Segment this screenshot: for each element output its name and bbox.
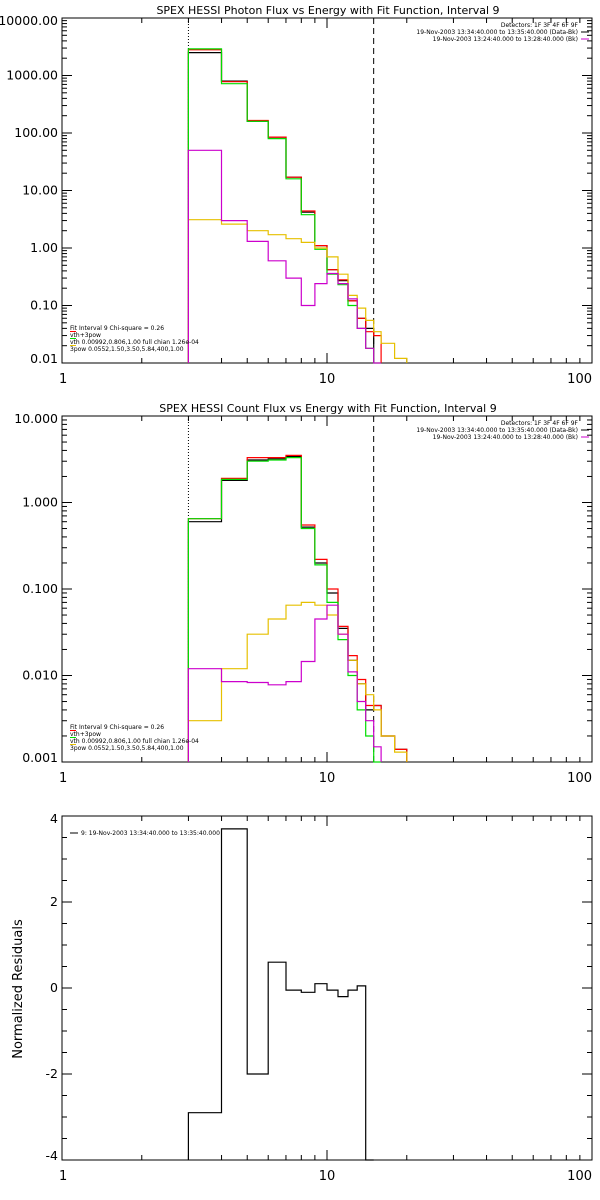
- y-tick-label: -2: [46, 1066, 58, 1081]
- series-4-histogram: [187, 149, 382, 364]
- x-tick-label: 10: [319, 372, 336, 387]
- fit-info-line: 3pow 0.0552,1.50,3.50,5.84,400,1.00: [70, 745, 184, 752]
- y-tick-label: 0.001: [22, 750, 58, 765]
- y-tick-label: 1000.00: [6, 68, 58, 83]
- y-tick-label: 10.000: [14, 411, 58, 426]
- residuals-ylabel: Normalized Residuals: [11, 919, 26, 1059]
- x-tick-label: 10: [319, 1169, 336, 1184]
- series-4-histogram: [187, 604, 382, 762]
- plot-frame: [61, 17, 593, 364]
- fit-info-line: vth 0.00992,0.806,1.00 full chian 1.26e-…: [70, 738, 199, 745]
- series-0-histogram: [187, 828, 374, 1161]
- x-tick-label: 100: [567, 771, 592, 786]
- fit-info-line: 3pow 0.0552,1.50,3.50,5.84,400,1.00: [70, 346, 184, 353]
- count-flux-panel: SPEX HESSI Count Flux vs Energy with Fit…: [14, 402, 593, 786]
- y-tick-label: 10.00: [22, 183, 58, 198]
- series-0-histogram: [187, 52, 375, 363]
- series-2-histogram: [187, 457, 382, 763]
- info-line: 19-Nov-2003 13:24:40.000 to 13:28:40.000…: [433, 36, 578, 43]
- photon-flux-title: SPEX HESSI Photon Flux vs Energy with Fi…: [156, 4, 499, 17]
- x-tick-label: 1: [59, 372, 67, 387]
- y-tick-label: 0.010: [22, 668, 58, 683]
- y-tick-label: 0.100: [22, 581, 58, 596]
- fit-info-line: vth+3pow: [70, 731, 101, 738]
- y-tick-label: 1.000: [22, 495, 58, 510]
- x-tick-label: 1: [59, 771, 67, 786]
- info-line: 19-Nov-2003 13:34:40.000 to 13:35:40.000…: [416, 427, 578, 434]
- series-1-histogram: [187, 49, 382, 363]
- y-tick-label: 2: [50, 894, 58, 909]
- fit-info-line: vth 0.00992,0.806,1.00 full chian 1.26e-…: [70, 339, 199, 346]
- info-line: Detectors: 1F 3F 4F 6F 9F: [501, 22, 579, 29]
- series-3-histogram: [187, 219, 408, 363]
- x-tick-label: 10: [319, 771, 336, 786]
- fit-info-line: Fit Interval 9 Chi-square = 0.26: [70, 724, 164, 731]
- y-tick-label: 10000.00: [0, 13, 58, 28]
- photon-flux-panel: SPEX HESSI Photon Flux vs Energy with Fi…: [0, 4, 593, 387]
- y-tick-label: 1.00: [30, 240, 58, 255]
- x-tick-label: 100: [567, 1169, 592, 1184]
- info-line: 19-Nov-2003 13:24:40.000 to 13:28:40.000…: [433, 434, 578, 441]
- x-tick-label: 1: [59, 1169, 67, 1184]
- y-tick-label: 0: [50, 980, 58, 995]
- x-tick-label: 100: [567, 372, 592, 387]
- series-2-histogram: [187, 48, 382, 364]
- residuals-panel: Normalized Residuals 1 10 100 -4 -2 0 2 4 9: 19-…: [11, 811, 593, 1184]
- info-line: 19-Nov-2003 13:34:40.000 to 13:35:40.000…: [416, 29, 578, 36]
- count-flux-title: SPEX HESSI Count Flux vs Energy with Fit…: [159, 402, 496, 415]
- series-3-histogram: [187, 601, 408, 762]
- y-tick-label: 4: [50, 811, 58, 826]
- y-tick-label: 100.00: [14, 125, 58, 140]
- info-line: Detectors: 1F 3F 4F 6F 9F: [501, 420, 579, 427]
- fit-info-line: Fit Interval 9 Chi-square = 0.26: [70, 325, 164, 332]
- fit-info-line: vth+3pow: [70, 332, 101, 339]
- y-tick-label: -4: [46, 1148, 59, 1163]
- legend-text: 9: 19-Nov-2003 13:34:40.000 to 13:35:40.…: [81, 830, 220, 837]
- y-tick-label: 0.10: [30, 298, 58, 313]
- y-tick-label: 0.01: [30, 351, 58, 366]
